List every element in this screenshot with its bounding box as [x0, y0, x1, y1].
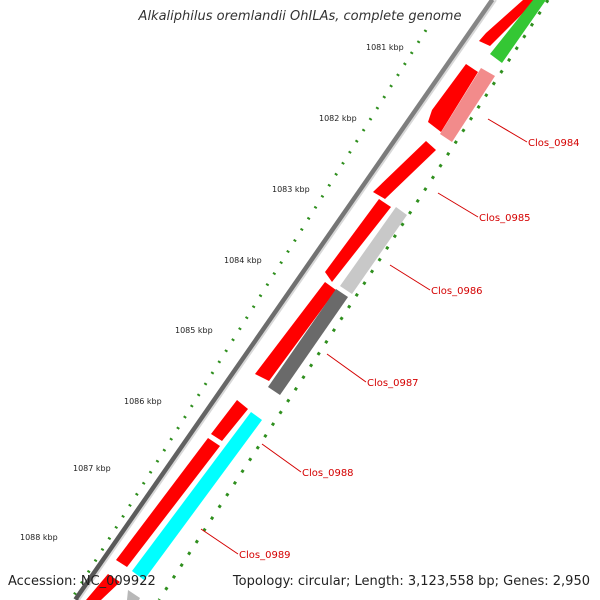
accession-text: Accession: NC_009922: [8, 574, 156, 589]
scale-label-5: 1086 kbp: [124, 397, 162, 406]
backbone-inner: [78, 0, 497, 600]
backbone: [73, 0, 497, 600]
gene-segment-5: [255, 282, 336, 381]
gene-label-0: Clos_0984: [528, 138, 580, 149]
gene-label-4: Clos_0988: [302, 468, 354, 479]
scale-labels-group: 1081 kbp 1082 kbp 1083 kbp 1084 kbp 1085…: [20, 43, 404, 542]
scale-label-1: 1082 kbp: [319, 114, 357, 123]
gene-cyan: [132, 412, 262, 580]
gene-callouts: [200, 118, 528, 555]
inner-dashed-ruler: [157, 0, 550, 600]
inner-ruler: [157, 0, 550, 600]
genome-title: Alkaliphilus oremlandii OhILAs, complete…: [138, 9, 462, 24]
callout-line-0: [487, 118, 528, 143]
callout-line-3: [326, 353, 367, 383]
gene-track-forward: [86, 0, 536, 600]
gene-track-reverse: [127, 0, 546, 600]
gene-gray-bottom: [127, 590, 140, 600]
gene-light-gray: [340, 207, 407, 294]
gene-segment-1: [479, 0, 536, 46]
scale-label-6: 1087 kbp: [73, 464, 111, 473]
gene-segment-8: [86, 574, 120, 600]
gene-label-3: Clos_0987: [367, 378, 419, 389]
callout-line-2: [389, 264, 431, 291]
minor-ticks: [69, 29, 428, 600]
backbone-outer: [73, 0, 496, 600]
gene-segment-4: [325, 199, 391, 282]
gene-label-2: Clos_0986: [431, 286, 483, 297]
gene-segment-2: [428, 64, 478, 132]
gene-label-5: Clos_0989: [239, 550, 291, 561]
gene-segment-3: [373, 141, 436, 199]
scale-label-7: 1088 kbp: [20, 533, 58, 542]
gene-labels: Clos_0984 Clos_0985 Clos_0986 Clos_0987 …: [239, 138, 580, 561]
gene-salmon: [440, 68, 495, 142]
callout-line-1: [437, 192, 479, 218]
scale-label-3: 1084 kbp: [224, 256, 262, 265]
gene-segment-6: [211, 400, 248, 441]
gene-label-1: Clos_0985: [479, 213, 531, 224]
gene-dark-gray: [268, 289, 348, 395]
gene-green: [490, 0, 546, 63]
scale-dots: [69, 29, 428, 600]
genome-summary: Topology: circular; Length: 3,123,558 bp…: [232, 574, 590, 589]
gene-segment-7: [116, 438, 220, 567]
scale-label-0: 1081 kbp: [366, 43, 404, 52]
scale-label-2: 1083 kbp: [272, 185, 310, 194]
callout-line-4: [261, 443, 302, 473]
callout-line-5: [200, 528, 239, 555]
scale-label-4: 1085 kbp: [175, 326, 213, 335]
